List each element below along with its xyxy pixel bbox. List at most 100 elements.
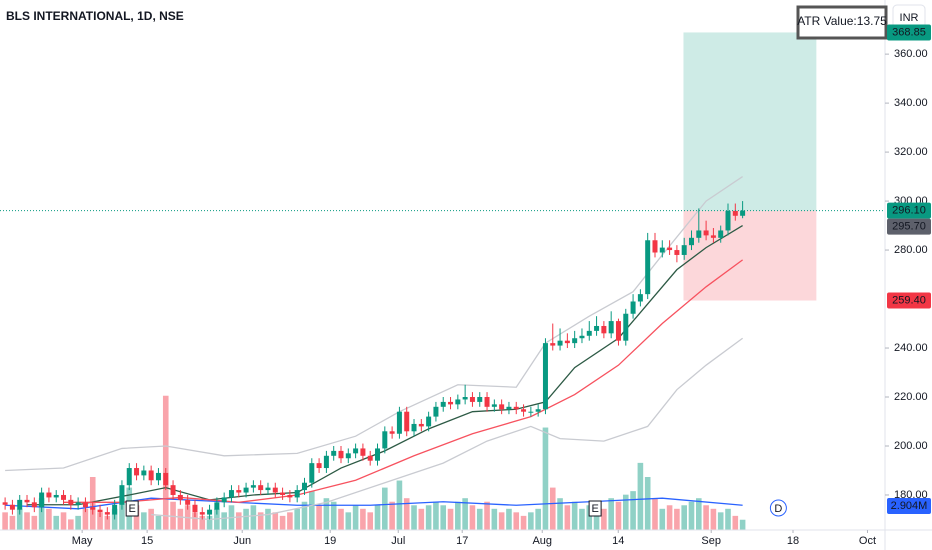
- volume-bar: [571, 501, 578, 530]
- candle-body: [323, 455, 329, 469]
- volume-bar: [177, 508, 184, 530]
- candle-body: [550, 343, 556, 346]
- candle-body: [382, 431, 388, 449]
- candle-body: [732, 210, 738, 216]
- indicator-box: [796, 5, 888, 40]
- x-tick-label: 18: [787, 535, 799, 547]
- candle-body: [24, 499, 30, 503]
- volume-bar: [433, 501, 439, 530]
- candle-body: [433, 406, 439, 417]
- candle-body: [177, 494, 183, 500]
- candle-body: [469, 397, 475, 402]
- volume-bar: [732, 515, 739, 530]
- volume-bar: [97, 512, 103, 530]
- volume-bar: [9, 515, 16, 530]
- target-zone: [683, 32, 817, 211]
- candle-body: [572, 338, 578, 344]
- candle-body: [46, 492, 52, 498]
- volume-bar: [601, 508, 607, 530]
- candle-body: [477, 397, 483, 402]
- candle-body: [280, 492, 286, 495]
- volume-bar: [345, 512, 352, 530]
- x-tick-label: Jun: [233, 535, 251, 547]
- y-tick-label: 180.00: [894, 489, 928, 501]
- volume-bar: [535, 508, 541, 530]
- volume-bar: [206, 515, 213, 530]
- candle-body: [236, 490, 242, 493]
- y-tick-label: 280.00: [894, 244, 928, 256]
- candle-body: [2, 502, 8, 505]
- y-tick-label: 220.00: [894, 391, 928, 403]
- volume-bar: [564, 505, 571, 530]
- volume-bar: [199, 515, 206, 530]
- candle-body: [564, 340, 570, 344]
- candle-body: [221, 497, 227, 503]
- volume-bar: [31, 515, 38, 530]
- x-tick-label: Jul: [391, 535, 405, 547]
- chart-title: BLS INTERNATIONAL, 1D, NSE: [6, 9, 184, 23]
- candle-body: [97, 509, 103, 513]
- volume-bar: [520, 515, 527, 530]
- volume-bar: [528, 512, 534, 530]
- candle-body: [484, 397, 490, 407]
- currency-label[interactable]: INR: [900, 12, 919, 24]
- volume-bar: [411, 505, 417, 530]
- volume-bar: [104, 515, 111, 530]
- volume-bar: [447, 508, 454, 530]
- price-label-bg: [887, 202, 931, 219]
- candle-body: [579, 335, 585, 339]
- candle-body: [367, 455, 373, 461]
- volume-bar: [141, 512, 147, 530]
- volume-bar: [557, 498, 563, 530]
- volume-bar: [637, 462, 644, 530]
- volume-bar: [192, 512, 198, 530]
- volume-bar: [659, 508, 666, 530]
- x-tick-label: Aug: [532, 535, 552, 547]
- event-label: D: [774, 503, 782, 515]
- volume-label: 2.904M: [891, 500, 928, 512]
- candle-body: [513, 406, 519, 410]
- volume-bar: [440, 505, 447, 530]
- volume-bar: [301, 501, 308, 530]
- stop-zone: [683, 210, 817, 301]
- volume-bar: [243, 508, 249, 530]
- price-label-bg: [887, 218, 931, 235]
- candle-body: [90, 507, 96, 510]
- candle-body: [623, 313, 629, 341]
- volume-bar: [469, 505, 476, 530]
- volume-bar: [652, 498, 658, 530]
- volume-bar: [498, 512, 505, 530]
- candle-body: [338, 450, 344, 459]
- candle-body: [243, 487, 249, 493]
- candle-body: [68, 499, 74, 505]
- volume-bar: [148, 508, 154, 530]
- candle-body: [192, 504, 198, 513]
- volume-bar: [162, 395, 169, 530]
- candle-body: [521, 409, 527, 412]
- candle-body: [652, 240, 658, 253]
- x-tick-label: 17: [456, 535, 468, 547]
- candle-body: [301, 482, 307, 491]
- x-tick-label: 15: [141, 535, 153, 547]
- candle-body: [163, 472, 169, 486]
- volume-bar: [279, 515, 286, 530]
- volume-bar: [323, 498, 330, 530]
- candle-body: [17, 499, 23, 510]
- volume-bar: [382, 487, 388, 530]
- volume-bar: [46, 508, 52, 530]
- earnings-marker: [125, 500, 139, 517]
- volume-bar: [250, 505, 257, 530]
- volume-bar: [272, 512, 279, 530]
- volume-bar: [644, 477, 651, 530]
- candle-body: [265, 487, 271, 491]
- indicator-line: [151, 337, 743, 521]
- candle-body: [688, 237, 694, 246]
- candle-body: [615, 321, 621, 341]
- candle-body: [199, 512, 205, 515]
- volume-bar: [710, 508, 717, 530]
- candle-body: [462, 397, 468, 400]
- volume-bar: [688, 501, 695, 530]
- y-tick-label: 240.00: [894, 342, 928, 354]
- candle-body: [440, 401, 446, 407]
- volume-bar: [82, 508, 89, 530]
